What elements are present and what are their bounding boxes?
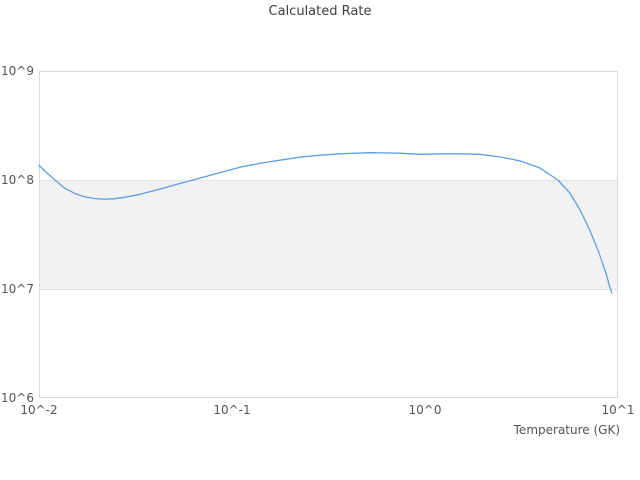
y-axis-tick-label: 10^9 bbox=[1, 64, 34, 78]
shaded-band bbox=[39, 180, 618, 289]
y-axis-tick-label: 10^6 bbox=[1, 391, 34, 405]
x-axis-tick-label: 10^0 bbox=[408, 403, 442, 417]
plot-border bbox=[39, 71, 618, 398]
gridlines bbox=[39, 180, 618, 290]
rate-curve bbox=[38, 152, 613, 294]
x-axis-tick-label: 10^1 bbox=[601, 403, 635, 417]
y-axis-tick-label: 10^7 bbox=[1, 282, 34, 296]
x-axis-tick-label: 10^-1 bbox=[213, 403, 251, 417]
y-axis-tick-label: 10^8 bbox=[1, 173, 34, 187]
x-axis-title: Temperature (GK) bbox=[513, 423, 620, 437]
x-axis-tick-label: 10^-2 bbox=[20, 403, 58, 417]
chart-title: Calculated Rate bbox=[268, 4, 372, 19]
